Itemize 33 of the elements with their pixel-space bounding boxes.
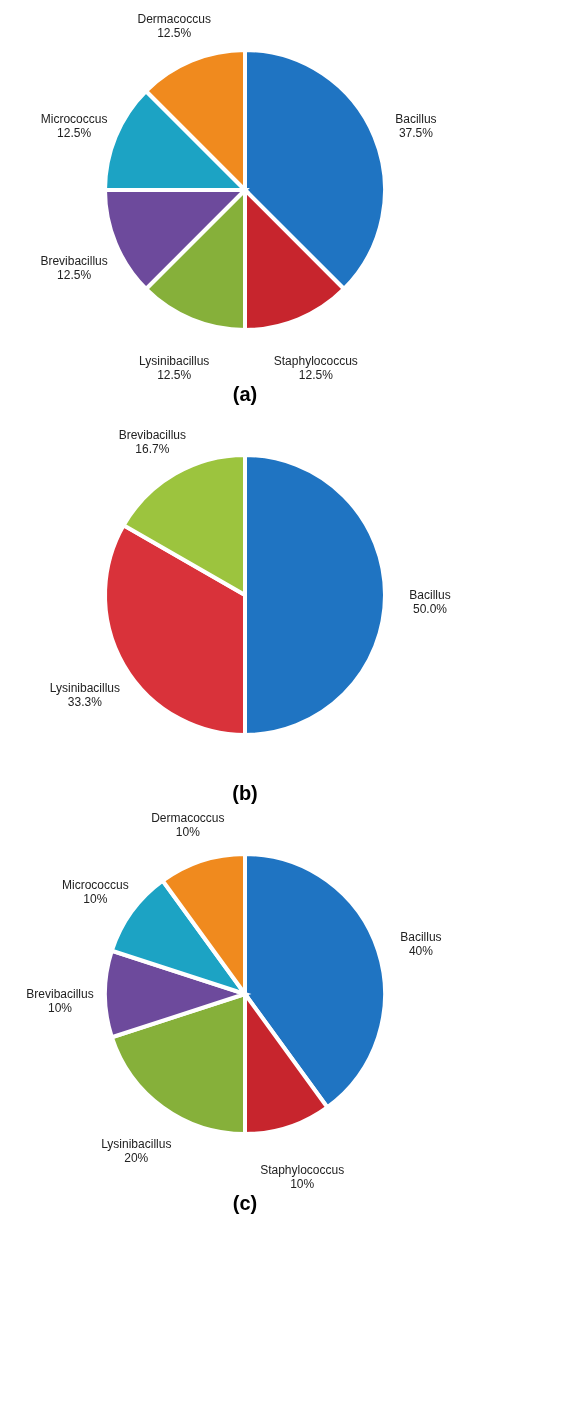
- data-label: 12.5%: [57, 126, 92, 141]
- data-label: 10%: [175, 825, 201, 840]
- data-label: 12.5%: [298, 367, 334, 382]
- slice-label: Lysinibacillus: [101, 1136, 172, 1151]
- data-label: 10%: [83, 892, 108, 907]
- data-label: 10%: [47, 1001, 73, 1015]
- data-label: 12.5%: [157, 26, 192, 41]
- text: (c): [232, 1191, 258, 1214]
- slice-label: Micrococcus: [40, 112, 108, 127]
- text: (b): [232, 782, 258, 804]
- slice-label: Bacillus: [400, 929, 442, 944]
- data-label: 33.3%: [67, 694, 103, 709]
- slice-label: Dermacoccus: [137, 12, 211, 27]
- slice-label: Bacillus: [395, 112, 437, 127]
- slice-label: Brevibacillus: [118, 427, 187, 442]
- slice-label: Bacillus: [409, 588, 451, 602]
- slice-label: Staphylococcus: [260, 1162, 345, 1177]
- data-label: 50.0%: [412, 602, 448, 616]
- data-label: 20%: [124, 1150, 149, 1165]
- slice-label: Brevibacillus: [40, 253, 108, 268]
- slice-label: Staphylococcus: [273, 353, 358, 368]
- text: (a): [232, 382, 258, 405]
- slice-label: Brevibacillus: [26, 987, 94, 1001]
- data-label: 12.5%: [157, 367, 192, 382]
- data-label: 10%: [290, 1176, 315, 1191]
- slice-label: Lysinibacillus: [139, 353, 210, 368]
- data-label: 40%: [408, 943, 434, 958]
- data-label: 16.7%: [135, 441, 170, 456]
- slice-label: Lysinibacillus: [49, 680, 121, 695]
- data-label: 37.5%: [398, 126, 434, 141]
- slice-label: Dermacoccus: [151, 811, 225, 826]
- data-label: 12.5%: [57, 267, 92, 282]
- slice-label: Micrococcus: [61, 878, 129, 893]
